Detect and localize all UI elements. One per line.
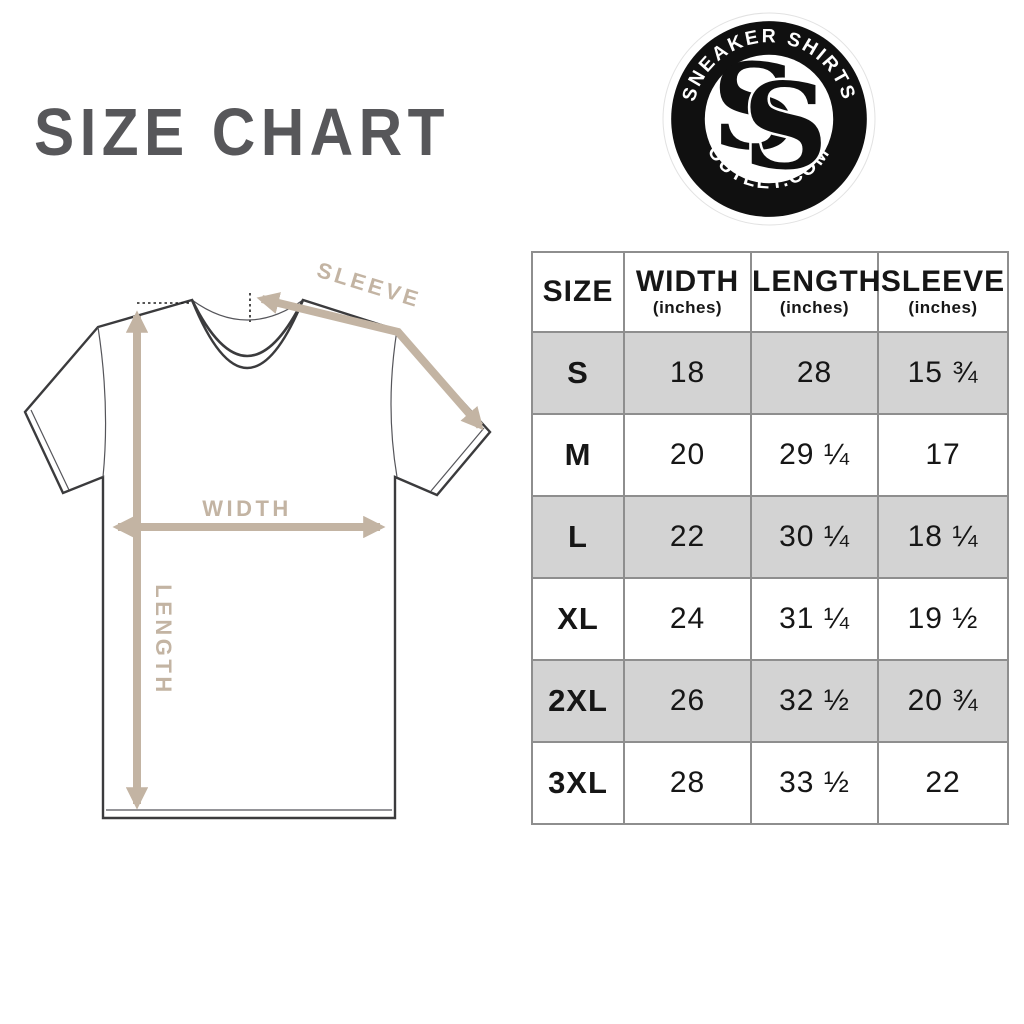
length-value: 29 ¼ xyxy=(750,413,879,497)
width-value: 26 xyxy=(623,659,752,743)
width-value: 20 xyxy=(623,413,752,497)
width-value: 24 xyxy=(623,577,752,661)
width-value: 18 xyxy=(623,331,752,415)
left-cuff-stitch xyxy=(30,409,70,491)
sleeve-value: 18 ¼ xyxy=(877,495,1009,579)
length-value: 30 ¼ xyxy=(750,495,879,579)
sleeve-value: 22 xyxy=(877,741,1009,825)
size-label: 2XL xyxy=(531,659,625,743)
width-value: 28 xyxy=(623,741,752,825)
brand-logo: SNEAKER SHIRTS OUTLET.COM S S xyxy=(662,12,876,226)
table-row-xl: XL 24 31 ¼ 19 ½ xyxy=(531,577,1009,661)
header-length: LENGTH (inches) xyxy=(750,251,880,333)
table-row-3xl: 3XL 28 33 ½ 22 xyxy=(531,741,1009,825)
table-row-m: M 20 29 ¼ 17 xyxy=(531,413,1009,497)
sleeve-value: 17 xyxy=(877,413,1009,497)
size-label: M xyxy=(531,413,625,497)
size-label: XL xyxy=(531,577,625,661)
sleeve-value: 20 ¾ xyxy=(877,659,1009,743)
left-sleeve-seam xyxy=(97,326,107,478)
length-value: 28 xyxy=(750,331,879,415)
size-table: SIZE WIDTH (inches) LENGTH (inches) SLEE… xyxy=(531,251,1009,825)
header-sleeve: SLEEVE (inches) xyxy=(877,251,1009,333)
size-table-header-row: SIZE WIDTH (inches) LENGTH (inches) SLEE… xyxy=(531,251,1009,333)
header-size: SIZE xyxy=(531,251,625,333)
sleeve-value: 19 ½ xyxy=(877,577,1009,661)
logo-inner-circle xyxy=(704,54,834,184)
sleeve-arrow-label: SLEEVE xyxy=(314,257,424,312)
length-value: 32 ½ xyxy=(750,659,879,743)
width-arrow-label: WIDTH xyxy=(202,496,292,521)
table-row-l: L 22 30 ¼ 18 ¼ xyxy=(531,495,1009,579)
logo-monogram-s1: S xyxy=(712,38,797,177)
logo-monogram-s2: S xyxy=(743,57,828,196)
length-arrow-label: LENGTH xyxy=(151,584,176,695)
size-label: S xyxy=(531,331,625,415)
header-width: WIDTH (inches) xyxy=(623,251,752,333)
page-title: SIZE CHART xyxy=(34,95,450,170)
tshirt-outline xyxy=(23,298,492,820)
table-row-2xl: 2XL 26 32 ½ 20 ¾ xyxy=(531,659,1009,743)
tshirt-measurement-diagram: WIDTH LENGTH SLEEVE xyxy=(23,257,492,820)
sleeve-arrow xyxy=(256,292,484,431)
sleeve-value: 15 ¾ xyxy=(877,331,1009,415)
size-label: L xyxy=(531,495,625,579)
length-value: 33 ½ xyxy=(750,741,879,825)
length-value: 31 ¼ xyxy=(750,577,879,661)
right-cuff-stitch xyxy=(430,427,485,492)
width-value: 22 xyxy=(623,495,752,579)
table-row-s: S 18 28 15 ¾ xyxy=(531,331,1009,415)
size-label: 3XL xyxy=(531,741,625,825)
